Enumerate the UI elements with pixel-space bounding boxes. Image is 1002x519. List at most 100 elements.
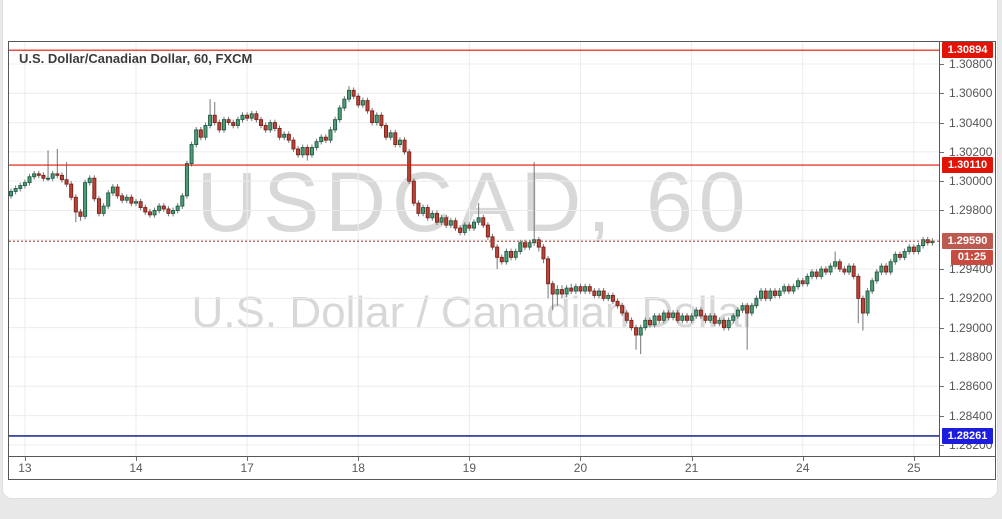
price-tick-mark bbox=[940, 386, 944, 388]
candlestick bbox=[96, 195, 101, 217]
candlestick bbox=[689, 313, 694, 324]
candlestick bbox=[421, 204, 426, 217]
candlestick bbox=[124, 194, 129, 204]
alert-price-badge[interactable]: 1.30110 bbox=[942, 157, 993, 174]
candlestick bbox=[606, 292, 611, 302]
price-tick-mark bbox=[940, 327, 944, 329]
time-axis[interactable]: 13 14 17 18 19 20 21 24 25 bbox=[9, 456, 995, 479]
price-axis[interactable]: 1.30800 1.30600 1.30400 1.30200 1.30000 1.298… bbox=[939, 42, 995, 456]
candlestick bbox=[847, 263, 852, 275]
candlestick bbox=[120, 192, 125, 204]
candlestick bbox=[902, 248, 907, 261]
candlestick bbox=[78, 209, 83, 221]
candlestick bbox=[578, 283, 583, 294]
candlestick bbox=[583, 283, 588, 294]
candlestick bbox=[726, 317, 731, 331]
candlestick bbox=[513, 248, 518, 261]
candlestick bbox=[448, 217, 453, 229]
candlestick bbox=[731, 313, 736, 324]
candlestick bbox=[749, 302, 754, 316]
candlestick bbox=[458, 225, 463, 236]
time-tick-mark bbox=[358, 457, 360, 461]
candlestick bbox=[786, 283, 791, 294]
time-tick-mark bbox=[247, 457, 249, 461]
candlestick bbox=[272, 119, 277, 132]
candlestick bbox=[851, 263, 856, 280]
candlestick bbox=[485, 222, 490, 240]
candlestick bbox=[532, 162, 537, 246]
candlestick bbox=[504, 248, 509, 265]
candlestick bbox=[32, 170, 37, 180]
candlestick bbox=[444, 214, 449, 229]
time-tick-label: 21 bbox=[684, 461, 699, 475]
price-tick-label: 1.30200 bbox=[949, 144, 993, 159]
candlestick bbox=[754, 295, 759, 309]
price-chart-plot[interactable]: USDCAD, 60 U.S. Dollar / Canadian Dollar… bbox=[9, 42, 939, 456]
candlestick bbox=[814, 269, 819, 280]
candlestick bbox=[356, 93, 361, 108]
candlestick bbox=[425, 204, 430, 221]
candlestick bbox=[106, 189, 111, 210]
candlestick bbox=[712, 313, 717, 327]
candlestick bbox=[226, 116, 231, 126]
last-price-badge[interactable]: 1.29590 bbox=[942, 233, 993, 250]
candlestick bbox=[722, 317, 727, 331]
candlestick bbox=[911, 244, 916, 255]
support-price-badge[interactable]: 1.28261 bbox=[942, 427, 993, 444]
candlestick bbox=[291, 137, 296, 152]
chart-title[interactable]: U.S. Dollar/Canadian Dollar, 60, FXCM bbox=[19, 51, 253, 66]
candlestick-canvas[interactable] bbox=[9, 42, 939, 456]
candlestick bbox=[370, 107, 375, 126]
price-tick-label: 1.28800 bbox=[949, 349, 993, 364]
candlestick bbox=[708, 313, 713, 324]
time-tick-mark bbox=[691, 457, 693, 461]
time-tick-label: 18 bbox=[351, 461, 365, 475]
candlestick bbox=[351, 87, 356, 100]
candlestick bbox=[184, 160, 189, 199]
candlestick bbox=[407, 148, 412, 185]
candlestick bbox=[430, 210, 435, 221]
candlestick bbox=[481, 214, 486, 229]
candlestick bbox=[647, 317, 652, 328]
candlestick bbox=[698, 307, 703, 319]
candlestick bbox=[296, 146, 301, 158]
candlestick bbox=[476, 203, 481, 226]
candlestick bbox=[694, 307, 699, 319]
candlestick bbox=[833, 251, 838, 270]
candlestick bbox=[610, 292, 615, 305]
candlestick bbox=[782, 283, 787, 294]
candlestick bbox=[388, 129, 393, 141]
candlestick bbox=[564, 285, 569, 297]
candlestick bbox=[157, 203, 162, 214]
candlestick bbox=[64, 162, 69, 188]
price-tick-label: 1.29400 bbox=[949, 262, 993, 277]
alert-price-badge[interactable]: 1.30894 bbox=[942, 42, 993, 59]
candlestick bbox=[921, 236, 926, 249]
candlestick bbox=[467, 222, 472, 231]
candlestick bbox=[865, 288, 870, 316]
candlestick bbox=[342, 96, 347, 111]
candlestick bbox=[453, 217, 458, 231]
time-tick-mark bbox=[24, 457, 26, 461]
candlestick bbox=[13, 185, 18, 195]
candlestick bbox=[828, 263, 833, 275]
candlestick bbox=[73, 194, 78, 223]
candlestick bbox=[194, 126, 199, 148]
candlestick bbox=[634, 324, 639, 350]
candlestick bbox=[661, 310, 666, 324]
candlestick bbox=[472, 219, 477, 231]
gridlines bbox=[9, 42, 939, 456]
candlestick bbox=[240, 112, 245, 123]
candlestick bbox=[221, 116, 226, 133]
price-tick-mark bbox=[940, 444, 944, 446]
candlestick bbox=[597, 288, 602, 299]
candlestick bbox=[46, 150, 51, 182]
candlestick bbox=[166, 206, 171, 217]
price-tick-label: 1.30600 bbox=[949, 86, 993, 101]
candlestick bbox=[740, 302, 745, 314]
candlestick bbox=[245, 112, 250, 122]
candlestick bbox=[518, 239, 523, 255]
time-tick-label: 20 bbox=[573, 461, 588, 475]
time-tick-mark bbox=[469, 457, 471, 461]
candlestick bbox=[314, 138, 319, 151]
